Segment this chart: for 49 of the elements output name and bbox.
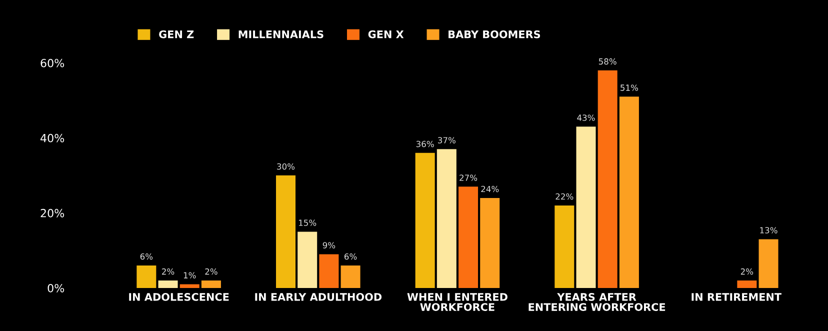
data-label: 2% — [162, 268, 174, 275]
data-label: 24% — [481, 186, 499, 192]
bar — [340, 265, 360, 288]
bar — [458, 186, 478, 288]
data-label: 9% — [322, 242, 336, 248]
bar — [180, 284, 200, 288]
data-label: 51% — [620, 84, 638, 91]
bar — [415, 152, 435, 288]
data-label: 22% — [556, 193, 574, 200]
data-label: 2% — [205, 268, 218, 275]
y-tick-label: 60% — [40, 58, 64, 68]
bar — [158, 280, 178, 288]
data-label: 58% — [598, 58, 616, 65]
x-tick-label: IN EARLY ADULTHOOD — [255, 293, 382, 301]
bar — [576, 126, 596, 288]
data-label: 13% — [760, 227, 778, 234]
data-label: 43% — [577, 114, 595, 121]
bar — [598, 70, 618, 288]
data-label: 1% — [184, 272, 196, 278]
data-label: 37% — [438, 137, 456, 144]
x-tick-label: IN ADOLESCENCE — [129, 293, 229, 301]
legend-label: BABY BOOMERS — [448, 30, 540, 38]
data-label: 6% — [344, 253, 357, 260]
y-tick-label: 20% — [40, 208, 64, 218]
data-label: 2% — [740, 268, 754, 275]
legend-label: GEN X — [368, 30, 404, 38]
bar — [136, 265, 156, 288]
y-tick-label: 0% — [48, 284, 64, 292]
bar — [554, 205, 574, 288]
y-tick-label: 40% — [40, 134, 64, 142]
legend-label: MILLENNAIALS — [238, 30, 324, 38]
x-tick-label: IN RETIREMENT — [692, 293, 782, 301]
bar — [436, 149, 456, 288]
x-tick-label: WHEN I ENTERED WORKFORCE — [407, 293, 508, 311]
data-label: 27% — [460, 174, 478, 181]
bar — [619, 96, 639, 288]
bar — [298, 232, 318, 288]
data-label: 36% — [416, 140, 434, 148]
data-label: 15% — [299, 220, 316, 226]
legend-label: GEN Z — [159, 30, 194, 38]
data-label: 30% — [277, 163, 295, 170]
bar — [276, 175, 296, 288]
bar — [319, 254, 339, 288]
bar — [201, 280, 221, 288]
bar — [758, 239, 778, 288]
x-tick-label: YEARS AFTER ENTERING WORKFORCE — [528, 293, 666, 311]
bar — [480, 198, 500, 288]
bar — [737, 280, 757, 288]
data-label: 6% — [140, 253, 153, 260]
